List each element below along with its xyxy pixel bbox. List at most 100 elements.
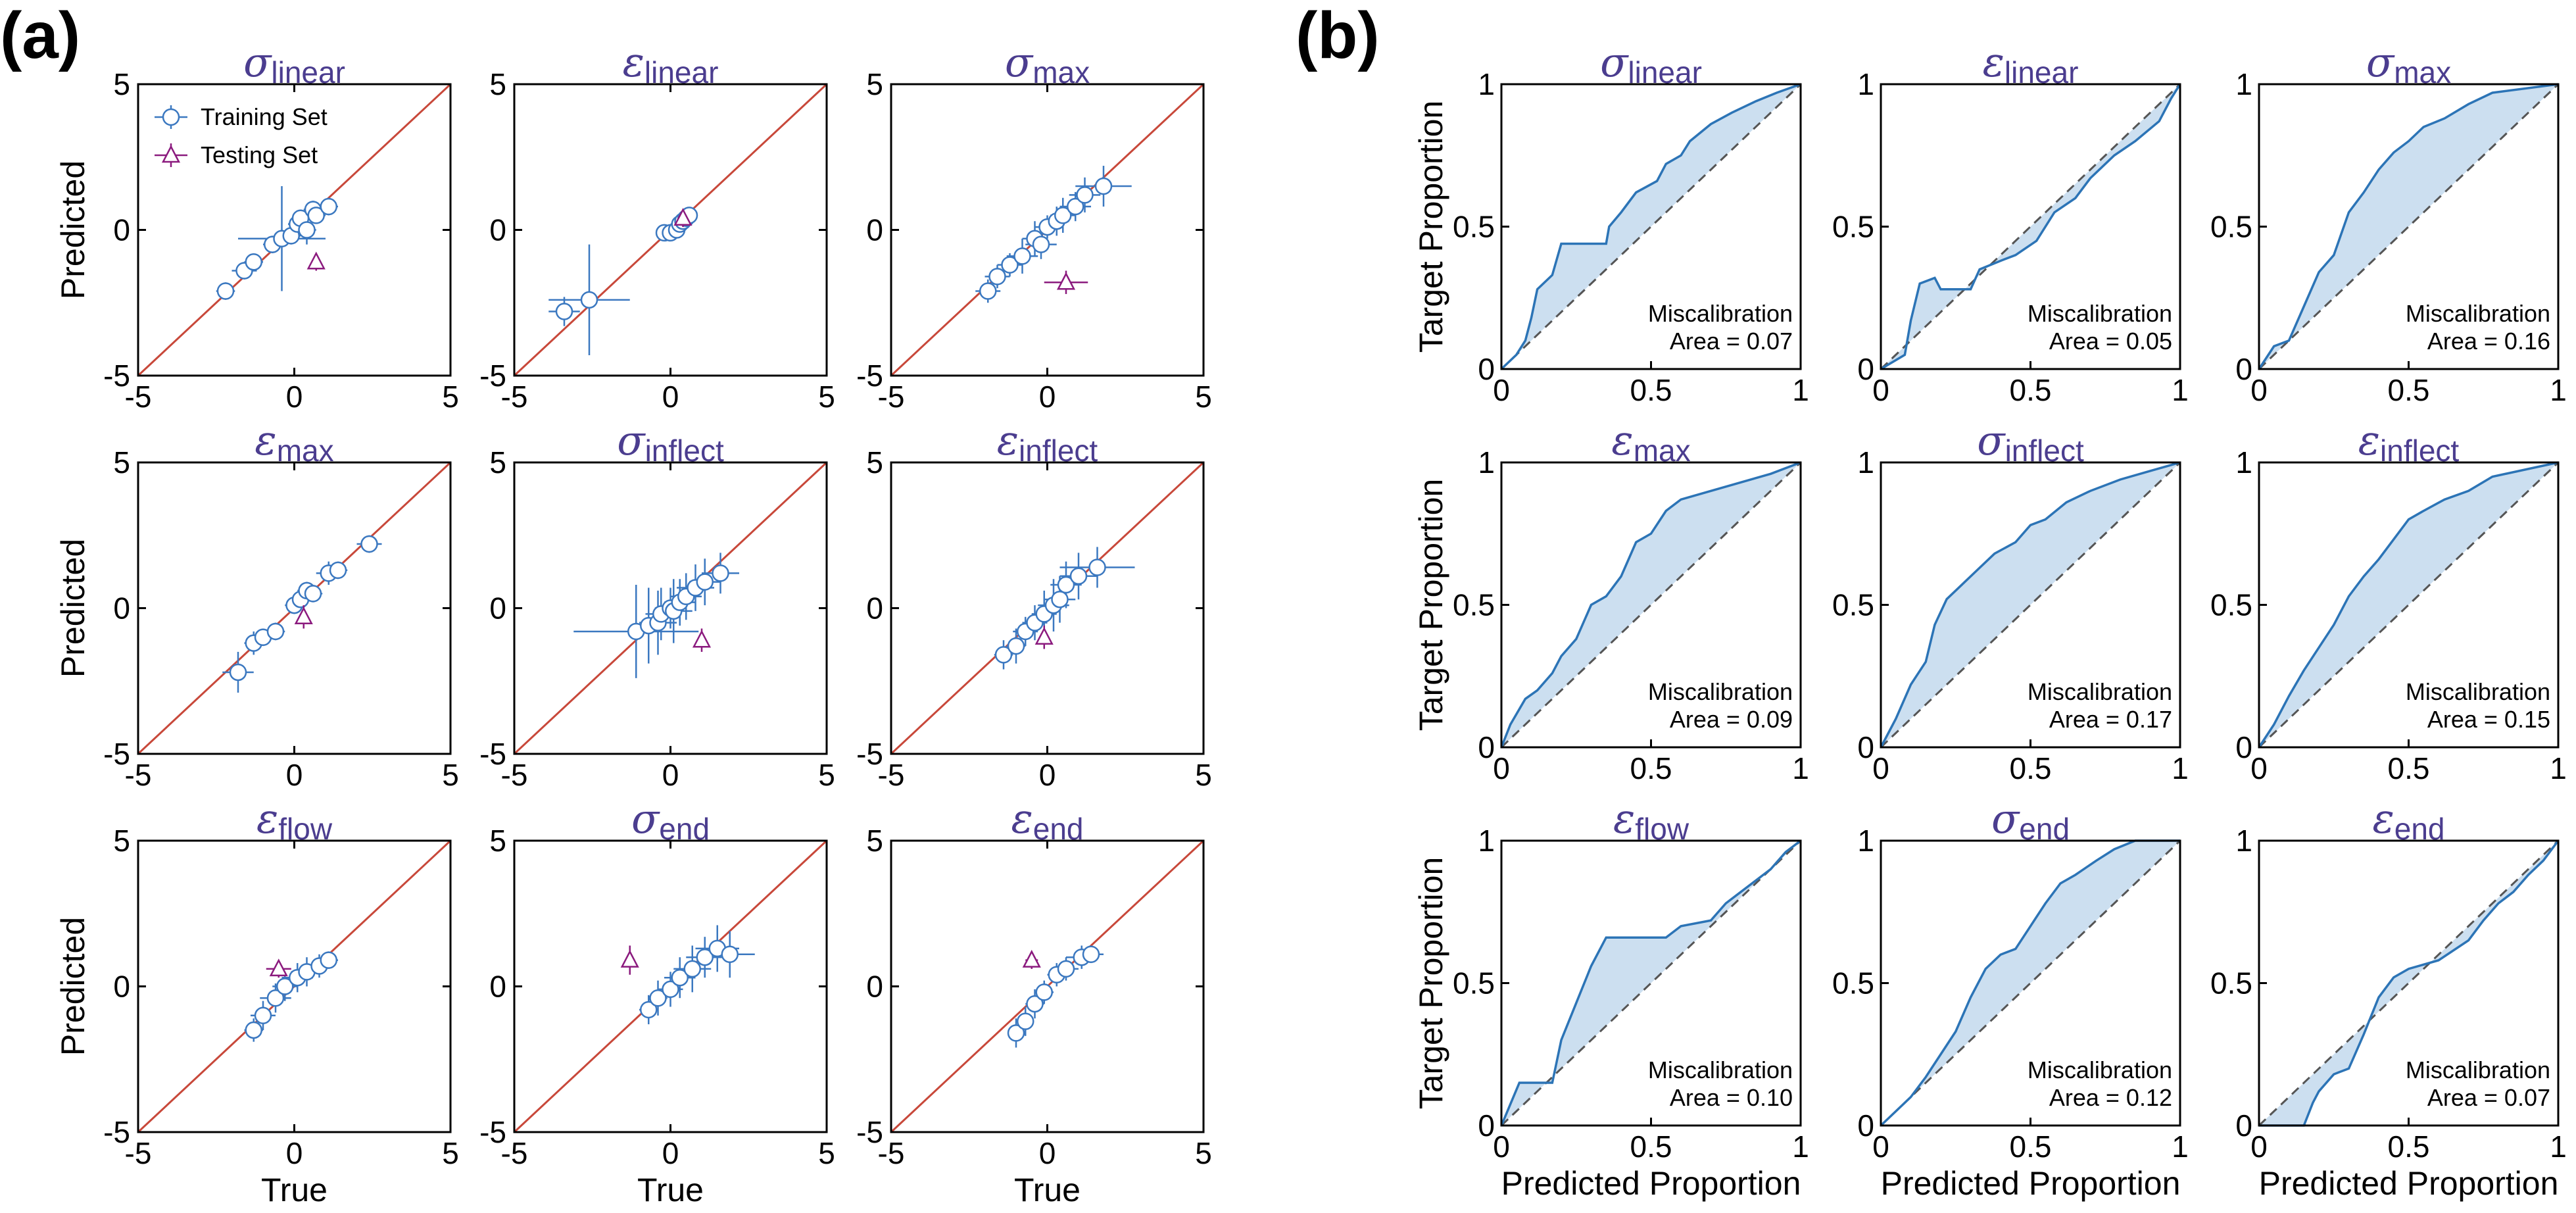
- training-point: [360, 535, 378, 553]
- x-tick-label: -5: [501, 758, 528, 792]
- title-symbol: σ: [1977, 416, 2006, 464]
- x-tick-label: 0: [1872, 373, 1889, 407]
- y-tick-label: 0.5: [1453, 588, 1495, 622]
- y-tick-label: 5: [866, 67, 883, 101]
- subplot-title: εend: [2372, 795, 2444, 846]
- scatter-subplot-sigma_inflect: -5-5 0 0 5 5 σinflect: [479, 416, 835, 792]
- x-tick-label: 5: [1195, 1136, 1212, 1170]
- x-tick-label: -5: [125, 758, 152, 792]
- training-point: [1054, 207, 1072, 224]
- miscalibration-label: Miscalibration: [1648, 678, 1793, 705]
- y-tick-label: 0: [1478, 730, 1495, 764]
- scatter-subplot-eps_end: -5-5 0 0 5 5 εend True: [856, 795, 1212, 1208]
- x-tick-label: -5: [501, 380, 528, 414]
- y-tick-label: 5: [866, 445, 883, 480]
- training-point: [1026, 995, 1044, 1013]
- legend-testing-marker: [161, 145, 181, 163]
- ideal-line: [1880, 83, 2181, 370]
- training-point: [1035, 983, 1053, 1001]
- x-tick-label: 0.5: [2388, 373, 2430, 407]
- x-tick-label: 0: [2250, 751, 2268, 785]
- y-tick-label: 5: [489, 824, 506, 858]
- subplot-title: σend: [631, 795, 710, 846]
- training-point: [696, 573, 714, 591]
- y-axis-label: Predicted: [55, 539, 91, 678]
- ideal-line: [2258, 83, 2560, 370]
- miscalibration-area-value: Area = 0.12: [2049, 1084, 2172, 1111]
- y-tick-label: 0: [866, 213, 883, 247]
- training-point: [683, 960, 701, 978]
- x-tick-label: 5: [442, 758, 459, 792]
- training-point: [276, 978, 294, 995]
- x-tick-label: -5: [125, 380, 152, 414]
- training-point: [229, 663, 247, 681]
- x-tick-label: 0.5: [2388, 751, 2430, 785]
- calibration-curve: [1500, 839, 1802, 1126]
- title-symbol: ε: [1611, 416, 1633, 464]
- x-axis-label: Predicted Proportion: [2259, 1165, 2559, 1202]
- y-tick-label: 1: [2235, 824, 2252, 858]
- y-tick-label: 5: [489, 67, 506, 101]
- title-symbol: ε: [2372, 795, 2394, 843]
- miscalibration-label: Miscalibration: [2406, 678, 2550, 705]
- x-tick-label: 1: [2550, 751, 2567, 785]
- title-subscript: inflect: [2380, 433, 2459, 468]
- calibration-curve: [2258, 461, 2559, 748]
- x-tick-label: 0: [662, 758, 679, 792]
- calibration-curve: [1500, 83, 1801, 370]
- y-tick-label: 0.5: [2210, 588, 2252, 622]
- ideal-line: [1880, 461, 2181, 749]
- y-tick-label: 0: [1478, 352, 1495, 386]
- x-tick-label: -5: [878, 1136, 905, 1170]
- training-point: [640, 1001, 658, 1019]
- calibration-curve: [2258, 83, 2559, 370]
- title-subscript: linear: [271, 55, 345, 89]
- x-tick-label: 0: [662, 1136, 679, 1170]
- testing-point: [306, 251, 326, 270]
- title-subscript: linear: [2005, 55, 2079, 89]
- scatter-subplot-sigma_linear: -5-5 0 0 5 5 σlinear Predicted Training Set Test…: [55, 38, 459, 414]
- title-symbol: σ: [2366, 38, 2395, 86]
- miscalibration-area-value: Area = 0.07: [2427, 1084, 2550, 1111]
- training-point: [1001, 256, 1019, 274]
- testing-point: [269, 958, 288, 977]
- miscalibration-label: Miscalibration: [1648, 300, 1793, 327]
- x-tick-label: 0.5: [2388, 1129, 2430, 1164]
- title-symbol: σ: [243, 38, 272, 86]
- subplot-title: εinflect: [2358, 416, 2460, 468]
- x-tick-label: 0: [1039, 758, 1056, 792]
- title-subscript: max: [277, 433, 334, 468]
- miscalibration-area-value: Area = 0.15: [2427, 706, 2550, 733]
- y-tick-label: 0.5: [1453, 966, 1495, 1001]
- training-point: [320, 197, 337, 216]
- scatter-subplot-sigma_end: -5-5 0 0 5 5 σend True: [479, 795, 835, 1208]
- x-tick-label: 0: [1872, 1129, 1889, 1164]
- scatter-subplot-eps_inflect: -5-5 0 0 5 5 εinflect: [856, 416, 1212, 792]
- y-tick-label: 0: [113, 591, 130, 626]
- subplot-title: εlinear: [623, 38, 719, 89]
- y-tick-label: 0.5: [1832, 210, 1874, 244]
- title-symbol: ε: [1011, 795, 1033, 843]
- x-tick-label: 5: [1195, 758, 1212, 792]
- training-point: [1094, 177, 1113, 195]
- title-symbol: σ: [1991, 795, 2020, 843]
- y-tick-label: 0.5: [2210, 210, 2252, 244]
- training-point: [245, 253, 262, 271]
- y-tick-label: 0.5: [2210, 966, 2252, 1001]
- x-tick-label: -5: [125, 1136, 152, 1170]
- x-tick-label: 0: [2250, 1129, 2268, 1164]
- y-tick-label: 0: [866, 591, 883, 626]
- subplot-title: σlinear: [1600, 38, 1702, 89]
- miscalibration-area-value: Area = 0.09: [1670, 706, 1793, 733]
- legend-training-label: Training Set: [201, 103, 328, 130]
- x-tick-label: 5: [818, 380, 835, 414]
- calibration-curve: [1500, 461, 1801, 748]
- x-tick-label: 0: [286, 758, 303, 792]
- subplot-title: εinflect: [997, 416, 1098, 468]
- y-tick-label: 1: [1857, 824, 1874, 858]
- miscalibration-area: [2259, 462, 2558, 747]
- miscalibration-area-value: Area = 0.10: [1670, 1084, 1793, 1111]
